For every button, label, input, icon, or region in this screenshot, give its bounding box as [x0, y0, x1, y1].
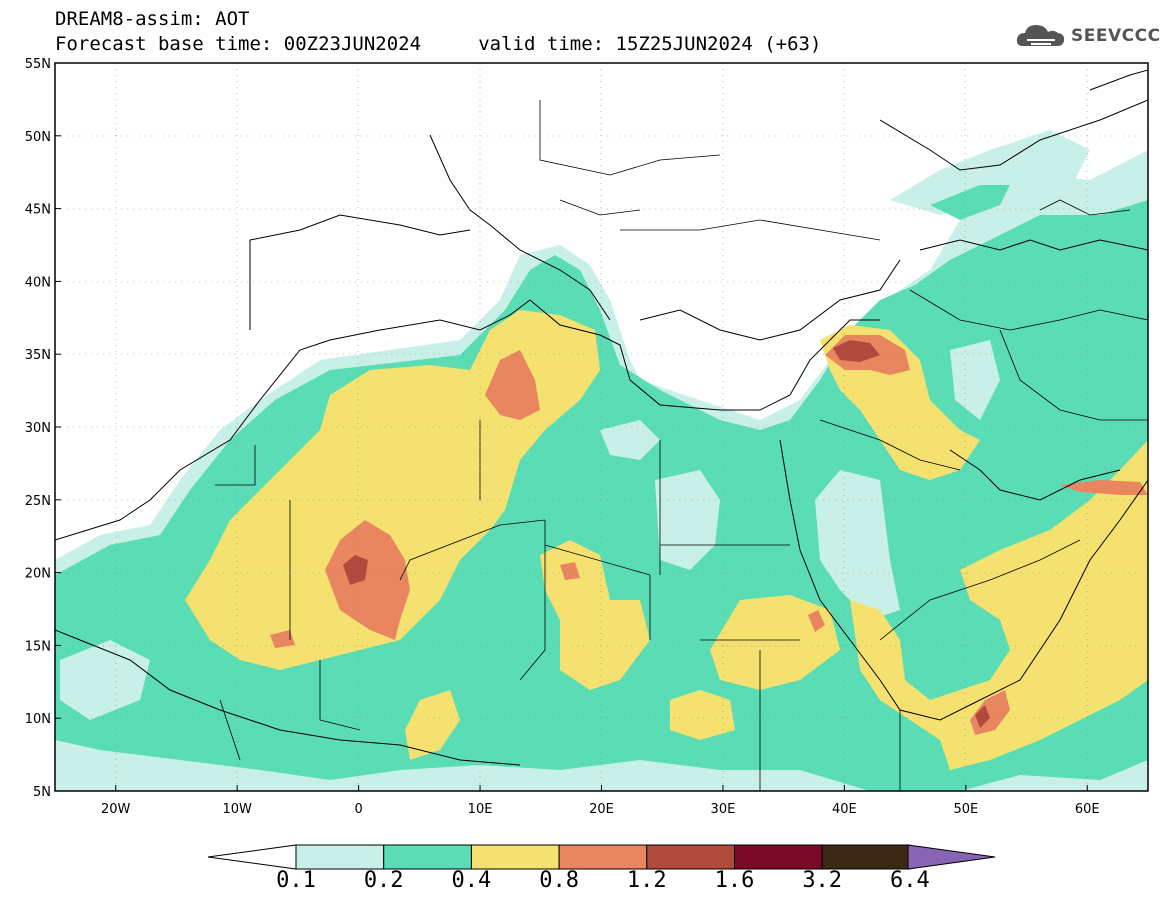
seevccc-logo: SEEVCCC	[1015, 22, 1161, 50]
colorbar-swatch	[821, 844, 911, 870]
longitude-tick-label: 60E	[1075, 802, 1100, 817]
colorbar-label: 6.4	[890, 868, 930, 893]
grid-lines	[55, 63, 1148, 791]
colorbar-swatch	[646, 844, 735, 870]
colorbar-swatch	[734, 844, 823, 870]
country-borders	[215, 100, 1148, 791]
colorbar-swatch	[383, 844, 472, 870]
latitude-tick-label: 25N	[25, 494, 51, 509]
colorbar-label: 1.2	[626, 868, 667, 893]
latitude-tick-label: 55N	[25, 57, 51, 72]
aot-holes-low	[60, 340, 1000, 720]
latitude-tick-label: 50N	[25, 130, 51, 145]
colorbar-swatch	[295, 844, 385, 870]
colorbar-low-arrow	[207, 844, 297, 870]
colorbar-swatch	[558, 844, 648, 870]
longitude-tick-label: 50E	[953, 802, 978, 817]
colorbar-swatch	[470, 844, 560, 870]
latitude-tick-label: 10N	[25, 712, 51, 727]
colorbar-label: 1.6	[714, 868, 755, 893]
colorbar-label: 0.1	[276, 868, 316, 893]
aot-band-1.2	[343, 340, 990, 728]
latitude-tick-label: 20N	[25, 567, 51, 582]
latitude-tick-label: 5N	[33, 785, 51, 800]
longitude-tick-label: 20E	[589, 802, 614, 817]
title-line-2: Forecast base time: 00Z23JUN2024 valid t…	[55, 33, 822, 55]
longitude-tick-label: 0	[354, 802, 362, 817]
colorbar-high-arrow	[907, 844, 996, 870]
aot-field	[55, 63, 1148, 791]
latitude-axis: 55N 50N 45N 40N 35N 30N 25N 20N 15N 10N 5N	[25, 57, 61, 800]
latitude-tick-label: 45N	[25, 203, 51, 218]
latitude-tick-label: 15N	[25, 639, 51, 654]
colorbar-label: 0.8	[539, 868, 579, 893]
latitude-tick-label: 40N	[25, 275, 51, 290]
latitude-tick-label: 35N	[25, 348, 51, 363]
longitude-axis: 20W 10W 0 10E 20E 30E 40E 50E 60E	[101, 785, 1100, 817]
longitude-tick-label: 30E	[711, 802, 736, 817]
colorbar-label: 0.2	[363, 868, 404, 893]
longitude-tick-label: 40E	[832, 802, 857, 817]
longitude-tick-label: 20W	[101, 802, 131, 817]
latitude-tick-label: 30N	[25, 421, 51, 436]
colorbar-label: 3.2	[802, 868, 843, 893]
colorbar-label: 0.4	[451, 868, 492, 893]
title-line-1: DREAM8-assim: AOT	[55, 8, 250, 30]
logo-text: SEEVCCC	[1071, 26, 1161, 46]
coastlines	[55, 69, 1148, 766]
colorbar	[207, 844, 996, 870]
cloud-icon	[1016, 25, 1065, 46]
longitude-tick-label: 10W	[222, 802, 252, 817]
longitude-tick-label: 10E	[468, 802, 493, 817]
